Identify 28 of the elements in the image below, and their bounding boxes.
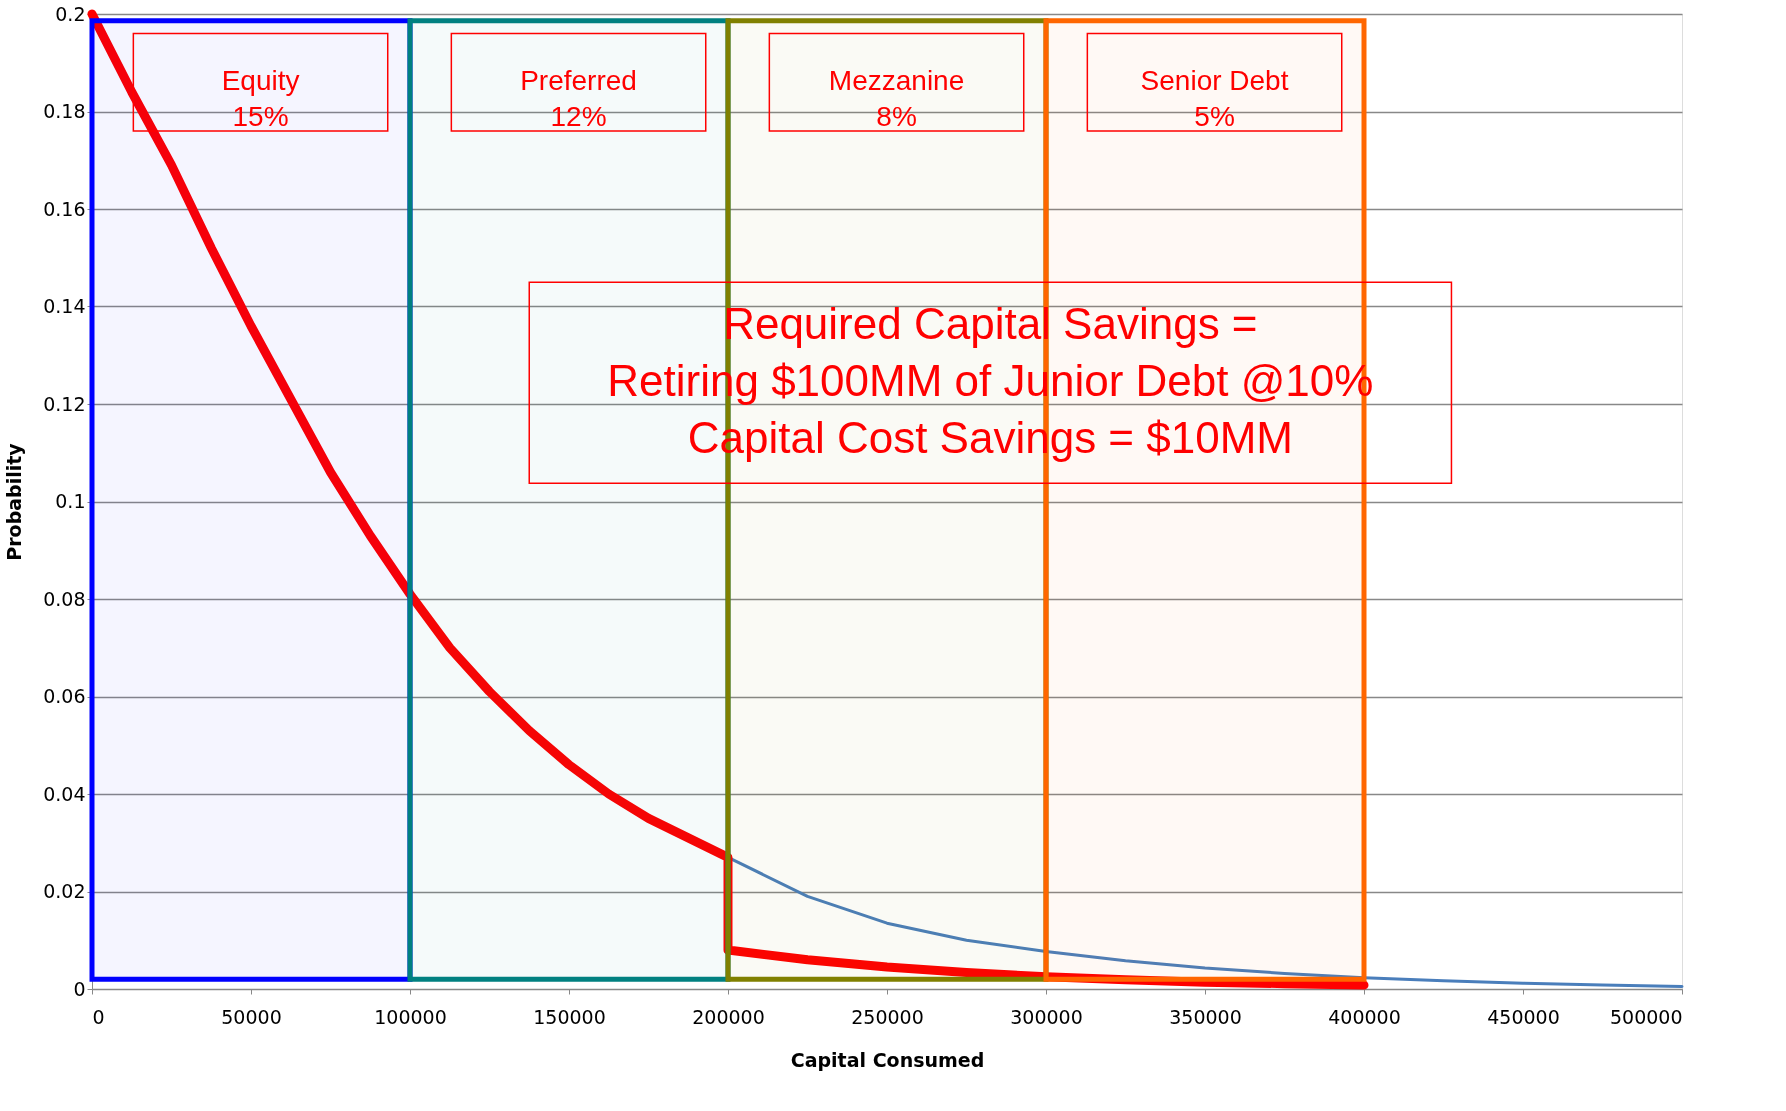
x-tick-label: 0 [92,1005,105,1028]
y-axis-title: Probability [3,442,26,561]
band-label: Senior Debt 5% [1140,65,1289,133]
y-tick-label: 0.16 [43,197,86,220]
y-tick-label: 0.04 [43,782,86,805]
band-label: Mezzanine 8% [828,65,965,133]
y-tick-label: 0.14 [43,295,86,317]
x-tick-label: 450000 [1487,1005,1560,1028]
band-label: Preferred 12% [520,65,637,133]
band-label: Equity 15% [221,65,300,133]
y-tick-label: 0.12 [43,392,86,415]
x-tick-label: 200000 [692,1005,765,1028]
x-tick-label: 300000 [1010,1005,1083,1028]
y-tick-label: 0.1 [55,490,86,512]
x-tick-label: 100000 [374,1005,447,1028]
y-tick-label: 0.08 [43,587,86,610]
x-tick-label: 150000 [533,1005,606,1028]
y-tick-label: 0.2 [55,2,86,25]
x-tick-label: 500000 [1609,1005,1683,1028]
x-tick-label: 250000 [851,1005,924,1028]
x-tick-label: 50000 [221,1005,282,1028]
y-tick-label: 0.02 [43,880,86,902]
x-tick-label: 350000 [1169,1005,1242,1028]
y-tick-label: 0.18 [43,100,86,122]
y-tick-label: 0.06 [43,685,86,707]
y-tick-label: 0 [73,977,86,1000]
x-axis-title: Capital Consumed [790,1048,985,1071]
x-tick-label: 400000 [1328,1005,1401,1028]
